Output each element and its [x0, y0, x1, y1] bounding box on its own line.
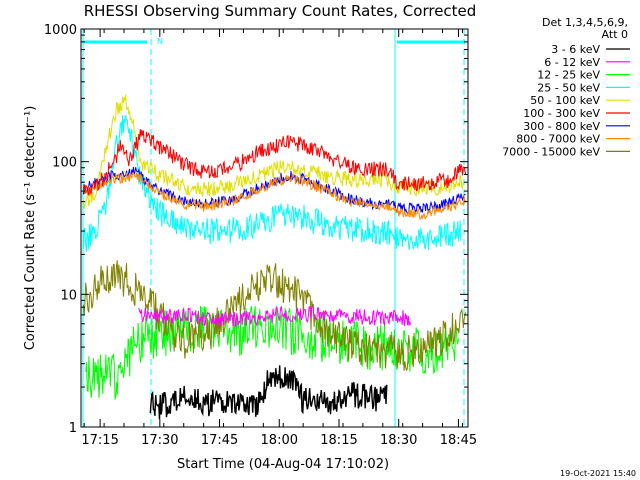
- chart-title: RHESSI Observing Summary Count Rates, Co…: [84, 2, 477, 20]
- n-annotation: N: [157, 37, 163, 46]
- y-tick-label: 1: [69, 421, 77, 436]
- series-layer: [82, 94, 467, 420]
- legend-label: 12 - 25 keV: [537, 69, 600, 82]
- x-axis-label: Start Time (04-Aug-04 17:10:02): [177, 457, 389, 472]
- series-100-300-kev-line: [82, 129, 467, 197]
- series-800-7000-kev-line: [82, 172, 467, 221]
- x-tick-label: 18:45: [440, 433, 477, 448]
- legend-label: 6 - 12 keV: [544, 56, 600, 69]
- legend-header-2: Att 0: [602, 28, 628, 41]
- plot-frame: [80, 28, 469, 428]
- series-7000-15000-kev-line: [82, 260, 467, 372]
- x-tick-label: 18:00: [261, 433, 298, 448]
- generation-timestamp: 19-Oct-2021 15:40: [560, 469, 636, 478]
- series-25-50-kev-line: [82, 115, 462, 252]
- legend-label: 300 - 800 keV: [523, 120, 600, 133]
- x-tick-label: 18:15: [320, 433, 357, 448]
- x-tick-label: 17:30: [141, 433, 178, 448]
- y-tick-label: 1000: [44, 23, 77, 38]
- series-50-100-kev-line: [82, 94, 464, 209]
- y-axis-label: Corrected Count Rate (s⁻¹ detector⁻¹): [23, 106, 38, 351]
- x-tick-label: 18:30: [380, 433, 417, 448]
- legend-label: 25 - 50 keV: [537, 81, 600, 94]
- series-6-12-kev-line: [138, 305, 412, 328]
- legend-label: 800 - 7000 keV: [516, 133, 600, 146]
- x-tick-label: 17:15: [81, 433, 118, 448]
- legend-label: 7000 - 15000 keV: [502, 145, 600, 158]
- series-3-6-kev-line: [149, 365, 388, 420]
- legend-label: 100 - 300 keV: [523, 107, 600, 120]
- legend-header-1: Det 1,3,4,5,6,9,: [542, 16, 628, 29]
- axis-ticks: 17:15 17:30 17:45 18:00 18:15 18:30 18:45 1 10 10…: [44, 23, 477, 448]
- legend-label: 50 - 100 keV: [530, 94, 600, 107]
- x-tick-label: 17:45: [201, 433, 238, 448]
- y-tick-label: 10: [60, 288, 77, 303]
- y-tick-label: 100: [52, 156, 77, 171]
- legend-label: 3 - 6 keV: [551, 43, 600, 56]
